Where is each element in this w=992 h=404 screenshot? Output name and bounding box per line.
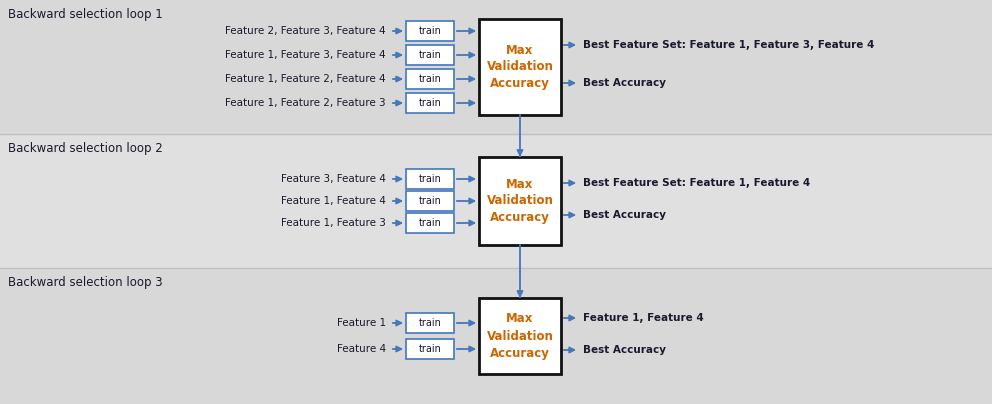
FancyBboxPatch shape xyxy=(479,157,561,245)
FancyBboxPatch shape xyxy=(406,69,454,89)
FancyBboxPatch shape xyxy=(406,93,454,113)
FancyBboxPatch shape xyxy=(406,191,454,211)
Text: train: train xyxy=(419,50,441,60)
Text: Feature 1: Feature 1 xyxy=(337,318,386,328)
Text: Feature 2, Feature 3, Feature 4: Feature 2, Feature 3, Feature 4 xyxy=(225,26,386,36)
FancyBboxPatch shape xyxy=(406,339,454,359)
Text: train: train xyxy=(419,26,441,36)
Text: Backward selection loop 1: Backward selection loop 1 xyxy=(8,8,163,21)
Text: train: train xyxy=(419,344,441,354)
Text: Best Feature Set: Feature 1, Feature 4: Best Feature Set: Feature 1, Feature 4 xyxy=(583,178,810,188)
FancyBboxPatch shape xyxy=(479,19,561,115)
Text: Feature 1, Feature 2, Feature 4: Feature 1, Feature 2, Feature 4 xyxy=(225,74,386,84)
Text: Max
Validation
Accuracy: Max Validation Accuracy xyxy=(486,313,554,360)
FancyBboxPatch shape xyxy=(406,169,454,189)
FancyBboxPatch shape xyxy=(406,313,454,333)
Text: Feature 1, Feature 3, Feature 4: Feature 1, Feature 3, Feature 4 xyxy=(225,50,386,60)
FancyBboxPatch shape xyxy=(406,21,454,41)
Text: train: train xyxy=(419,218,441,228)
Text: train: train xyxy=(419,74,441,84)
Text: train: train xyxy=(419,98,441,108)
Text: Feature 1, Feature 2, Feature 3: Feature 1, Feature 2, Feature 3 xyxy=(225,98,386,108)
FancyBboxPatch shape xyxy=(406,45,454,65)
FancyBboxPatch shape xyxy=(479,298,561,374)
Text: Feature 1, Feature 4: Feature 1, Feature 4 xyxy=(583,313,703,323)
FancyBboxPatch shape xyxy=(0,0,992,134)
FancyBboxPatch shape xyxy=(406,213,454,233)
Text: train: train xyxy=(419,196,441,206)
Text: Backward selection loop 3: Backward selection loop 3 xyxy=(8,276,163,289)
Text: Best Accuracy: Best Accuracy xyxy=(583,210,666,220)
Text: Feature 3, Feature 4: Feature 3, Feature 4 xyxy=(281,174,386,184)
Text: Feature 1, Feature 4: Feature 1, Feature 4 xyxy=(281,196,386,206)
Text: train: train xyxy=(419,318,441,328)
Text: Max
Validation
Accuracy: Max Validation Accuracy xyxy=(486,44,554,90)
Text: Best Feature Set: Feature 1, Feature 3, Feature 4: Best Feature Set: Feature 1, Feature 3, … xyxy=(583,40,874,50)
Text: Max
Validation
Accuracy: Max Validation Accuracy xyxy=(486,177,554,225)
Text: Best Accuracy: Best Accuracy xyxy=(583,78,666,88)
FancyBboxPatch shape xyxy=(0,268,992,404)
Text: Feature 1, Feature 3: Feature 1, Feature 3 xyxy=(281,218,386,228)
Text: Feature 4: Feature 4 xyxy=(337,344,386,354)
Text: Best Accuracy: Best Accuracy xyxy=(583,345,666,355)
FancyBboxPatch shape xyxy=(0,134,992,268)
Text: Backward selection loop 2: Backward selection loop 2 xyxy=(8,142,163,155)
Text: train: train xyxy=(419,174,441,184)
